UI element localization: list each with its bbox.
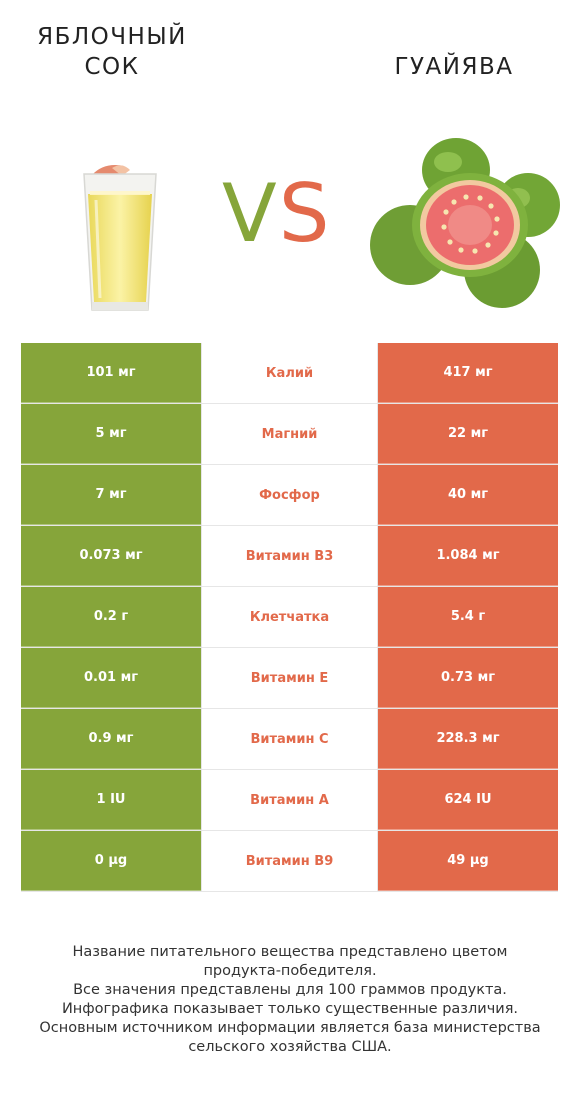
right-value: 40 мг (378, 465, 558, 525)
nutrient-name: Клетчатка (201, 587, 378, 647)
left-value: 0 µg (21, 831, 201, 891)
footer-line: продукта-победителя. (203, 963, 377, 979)
table-row: 1 IU Витамин A 624 IU (21, 770, 558, 831)
table-row: 0.01 мг Витамин E 0.73 мг (21, 648, 558, 709)
table-row: 0 µg Витамин B9 49 µg (21, 831, 558, 892)
nutrient-name: Витамин B3 (201, 526, 378, 586)
left-product-title: ЯБЛОЧНЫЙ СОК (37, 24, 187, 80)
footer-note: Название питательного вещества представл… (10, 943, 570, 1057)
table-row: 7 мг Фосфор 40 мг (21, 465, 558, 526)
right-value: 417 мг (378, 343, 558, 403)
right-value: 22 мг (378, 404, 558, 464)
nutrient-name: Магний (201, 404, 378, 464)
nutrient-name: Витамин C (201, 709, 378, 769)
right-value: 228.3 мг (378, 709, 558, 769)
footer-line: Основным источником информации является … (39, 1020, 541, 1036)
nutrient-name: Фосфор (201, 465, 378, 525)
left-value: 101 мг (21, 343, 201, 403)
nutrient-comparison-table: 101 мг Калий 417 мг 5 мг Магний 22 мг 7 … (21, 343, 558, 892)
right-value: 49 µg (378, 831, 558, 891)
guava-fruit-image (370, 138, 560, 308)
nutrient-name: Витамин A (201, 770, 378, 830)
versus-label: VS (222, 167, 332, 260)
right-value: 1.084 мг (378, 526, 558, 586)
left-value: 0.01 мг (21, 648, 201, 708)
right-value: 5.4 г (378, 587, 558, 647)
table-row: 0.073 мг Витамин B3 1.084 мг (21, 526, 558, 587)
table-row: 0.9 мг Витамин C 228.3 мг (21, 709, 558, 770)
left-value: 7 мг (21, 465, 201, 525)
table-row: 101 мг Калий 417 мг (21, 343, 558, 404)
left-value: 5 мг (21, 404, 201, 464)
footer-line: Инфографика показывает только существенн… (61, 1001, 519, 1017)
footer-line: Название питательного вещества представл… (72, 944, 508, 960)
right-value: 0.73 мг (378, 648, 558, 708)
nutrient-name: Витамин B9 (201, 831, 378, 891)
nutrient-name: Калий (201, 343, 378, 403)
nutrient-name: Витамин E (201, 648, 378, 708)
right-product-title: ГУАЙЯВА (394, 54, 514, 80)
right-value: 624 IU (378, 770, 558, 830)
left-value: 0.9 мг (21, 709, 201, 769)
left-value: 0.073 мг (21, 526, 201, 586)
left-value: 0.2 г (21, 587, 201, 647)
table-row: 5 мг Магний 22 мг (21, 404, 558, 465)
apple-juice-glass-image (83, 165, 157, 311)
left-value: 1 IU (21, 770, 201, 830)
table-row: 0.2 г Клетчатка 5.4 г (21, 587, 558, 648)
footer-line: сельского хозяйства США. (188, 1039, 392, 1055)
footer-line: Все значения представлены для 100 граммо… (73, 982, 507, 998)
